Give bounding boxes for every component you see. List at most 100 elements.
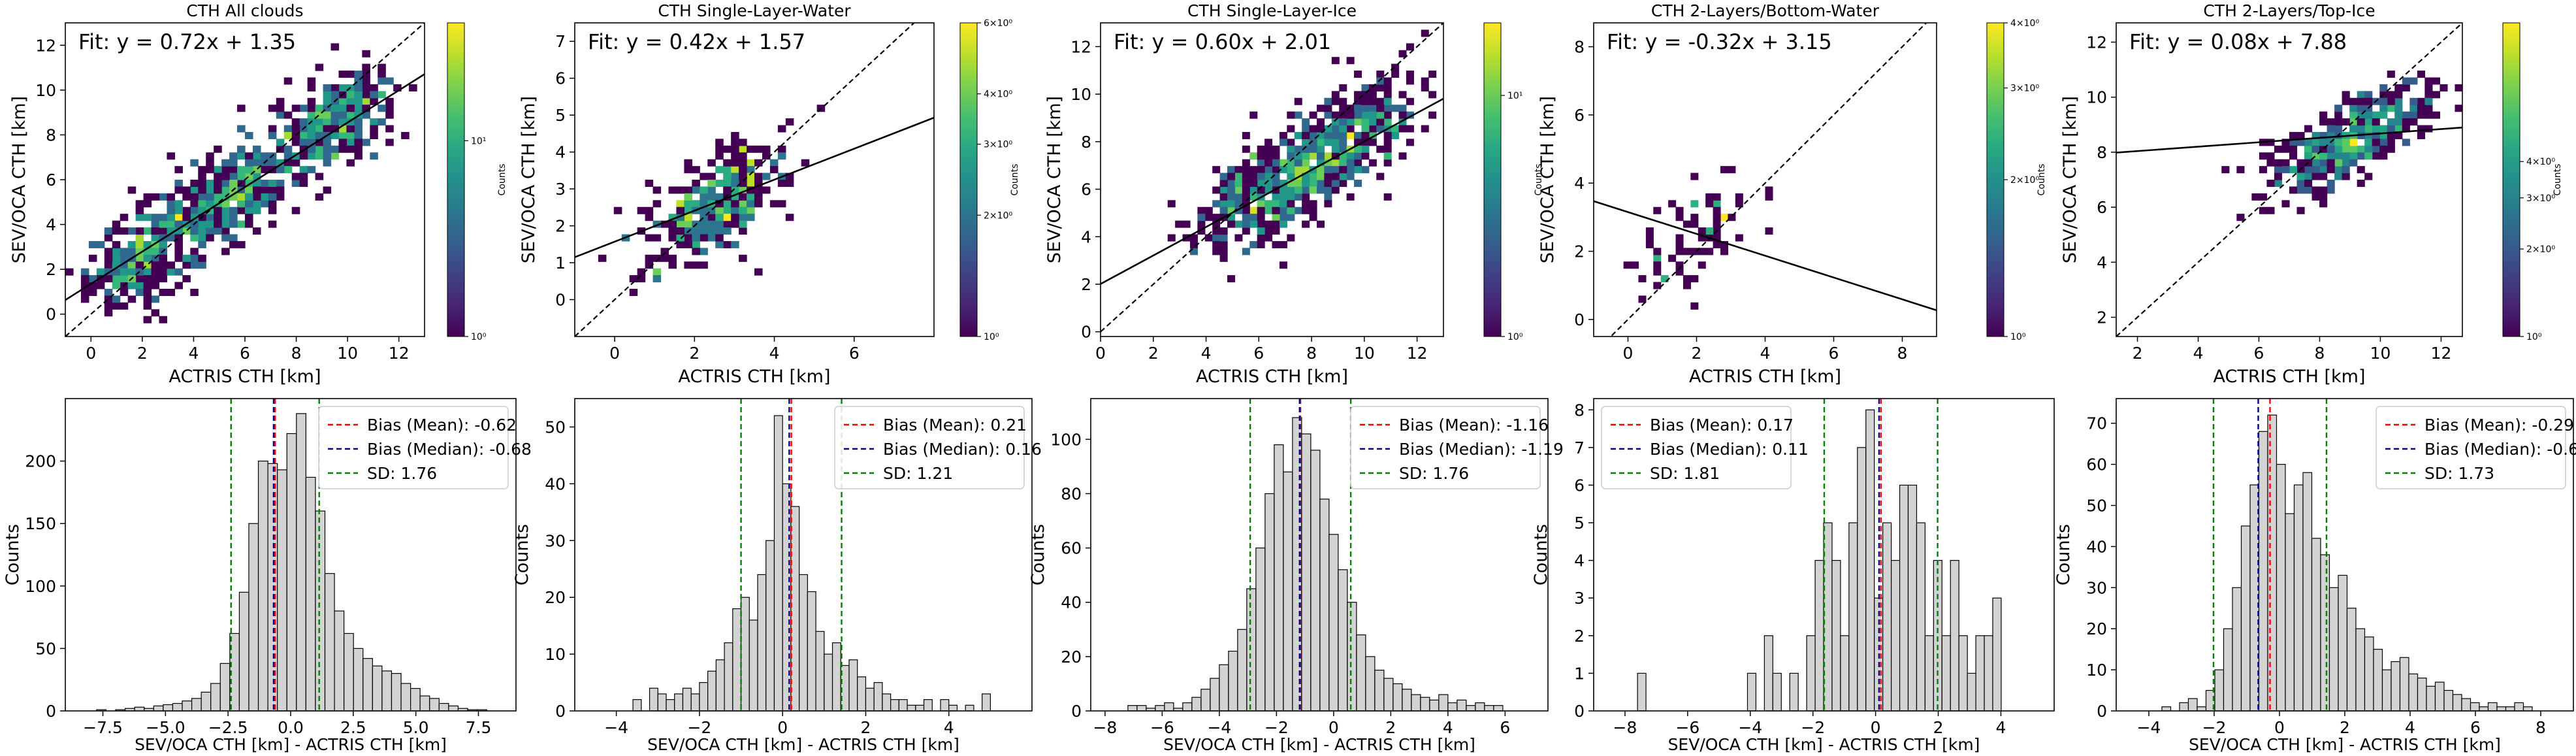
heatmap-cell xyxy=(1765,227,1773,235)
y-tick-label: 150 xyxy=(25,514,56,533)
heatmap-cell xyxy=(668,254,677,262)
heatmap-cell xyxy=(1242,145,1250,153)
heatmap-cell xyxy=(260,152,269,160)
histogram-bar xyxy=(2399,657,2409,712)
heatmap-cell xyxy=(2357,152,2365,160)
heatmap-cell xyxy=(80,268,89,276)
heatmap-cell xyxy=(1272,152,1280,160)
heatmap-cell xyxy=(1406,97,1414,105)
heatmap-cell xyxy=(1668,254,1677,262)
heatmap-cell xyxy=(323,84,332,91)
legend-label: Bias (Mean): -1.16 xyxy=(1399,416,1549,435)
heatmap-cell xyxy=(1675,261,1684,269)
heatmap-cell xyxy=(2379,84,2388,91)
heatmap-cell xyxy=(291,105,300,112)
heatmap-cell xyxy=(598,254,607,262)
y-tick-label: 50 xyxy=(2086,497,2107,516)
heatmap-cell xyxy=(330,131,340,139)
heatmap-cell xyxy=(2387,131,2395,139)
heatmap-cell xyxy=(214,145,222,153)
histogram-bar xyxy=(707,670,716,712)
heatmap-cell xyxy=(338,97,347,105)
heatmap-cell xyxy=(2266,180,2275,188)
histogram-bar xyxy=(2338,574,2348,712)
heatmap-cell xyxy=(652,234,662,242)
histogram-bar xyxy=(1747,672,1757,712)
heatmap-cell xyxy=(2326,125,2335,133)
heatmap-cell xyxy=(2349,125,2358,133)
heatmap-cell xyxy=(1227,166,1236,174)
heatmap-cell xyxy=(291,173,300,180)
heatmap-cell xyxy=(1383,97,1392,105)
heatmap-cell xyxy=(299,105,308,112)
histogram-bar xyxy=(857,676,867,712)
histogram-bar xyxy=(2240,525,2251,712)
histogram-bar xyxy=(1967,672,1976,712)
heatmap-cell xyxy=(676,234,684,242)
histogram-bar xyxy=(1466,705,1476,712)
heatmap-cell xyxy=(1294,97,1302,105)
heatmap-cell xyxy=(1354,131,1362,139)
heatmap-cell xyxy=(159,214,168,222)
heatmap-cell xyxy=(143,282,152,289)
heatmap-cell xyxy=(237,200,246,208)
heatmap-cell xyxy=(151,248,160,255)
heatmap-cell xyxy=(291,125,300,133)
heatmap-cell xyxy=(1324,180,1332,188)
heatmap-cell xyxy=(315,125,324,133)
heatmap-cell xyxy=(739,193,747,201)
histogram-bars xyxy=(1637,409,2002,712)
one-to-one-line xyxy=(575,23,916,337)
x-axis-label: SEV/OCA CTH [km] - ACTRIS CTH [km] xyxy=(135,735,447,754)
heatmap-cell xyxy=(1368,159,1377,167)
heatmap-cell xyxy=(1346,131,1355,139)
heatmap-cell xyxy=(1309,111,1317,119)
heatmap-cell xyxy=(80,275,89,283)
x-tick-label: −8 xyxy=(1613,718,1637,737)
heatmap-cell xyxy=(645,206,654,214)
heatmap-cell xyxy=(2394,131,2403,139)
heatmap-cell xyxy=(237,125,246,133)
heatmap-cell xyxy=(684,240,692,248)
heatmap-cell xyxy=(245,206,253,214)
x-tick-label: 6 xyxy=(240,344,250,363)
heatmap-cell xyxy=(159,240,168,248)
heatmap-cell xyxy=(237,152,246,160)
heatmap-cell xyxy=(1167,234,1176,242)
heatmap-cell xyxy=(1257,180,1265,188)
histogram-bar xyxy=(2443,689,2454,712)
heatmap-cell xyxy=(315,118,324,126)
heatmap-cell xyxy=(338,131,347,139)
heatmap-cell xyxy=(676,186,684,194)
heatmap-cell xyxy=(2334,166,2343,174)
heatmap-cell xyxy=(362,91,370,99)
colorbar-tick-label: 4×10⁰ xyxy=(2526,157,2555,167)
heatmap-cell xyxy=(88,275,97,283)
heatmap-cell xyxy=(315,105,324,112)
heatmap-cell xyxy=(120,275,129,283)
heatmap-cell xyxy=(2296,139,2305,146)
heatmap-cell xyxy=(2424,105,2433,112)
heatmap-cell xyxy=(707,220,716,228)
heatmap-cell xyxy=(2334,159,2343,167)
colorbar-tick-label: 2×10⁰ xyxy=(2526,244,2555,255)
heatmap-cell xyxy=(1376,145,1385,153)
heatmap-cell xyxy=(1287,206,1295,214)
x-tick-label: 0 xyxy=(1328,718,1339,737)
heatmap-cell xyxy=(151,268,160,276)
heatmap-cell xyxy=(707,206,716,214)
heatmap-cell xyxy=(2417,105,2425,112)
heatmap-cell xyxy=(707,173,716,180)
heatmap-cell xyxy=(315,173,324,180)
heatmap-cell xyxy=(2379,105,2388,112)
heatmap-cell xyxy=(174,220,183,228)
heatmap-cell xyxy=(346,159,355,167)
histogram-bar xyxy=(2223,628,2233,712)
heatmap-cell xyxy=(762,186,771,194)
histogram-bar xyxy=(2381,669,2392,712)
histogram-bar xyxy=(1255,548,1266,712)
heatmap-cell xyxy=(299,118,308,126)
heatmap-cell xyxy=(652,268,662,276)
